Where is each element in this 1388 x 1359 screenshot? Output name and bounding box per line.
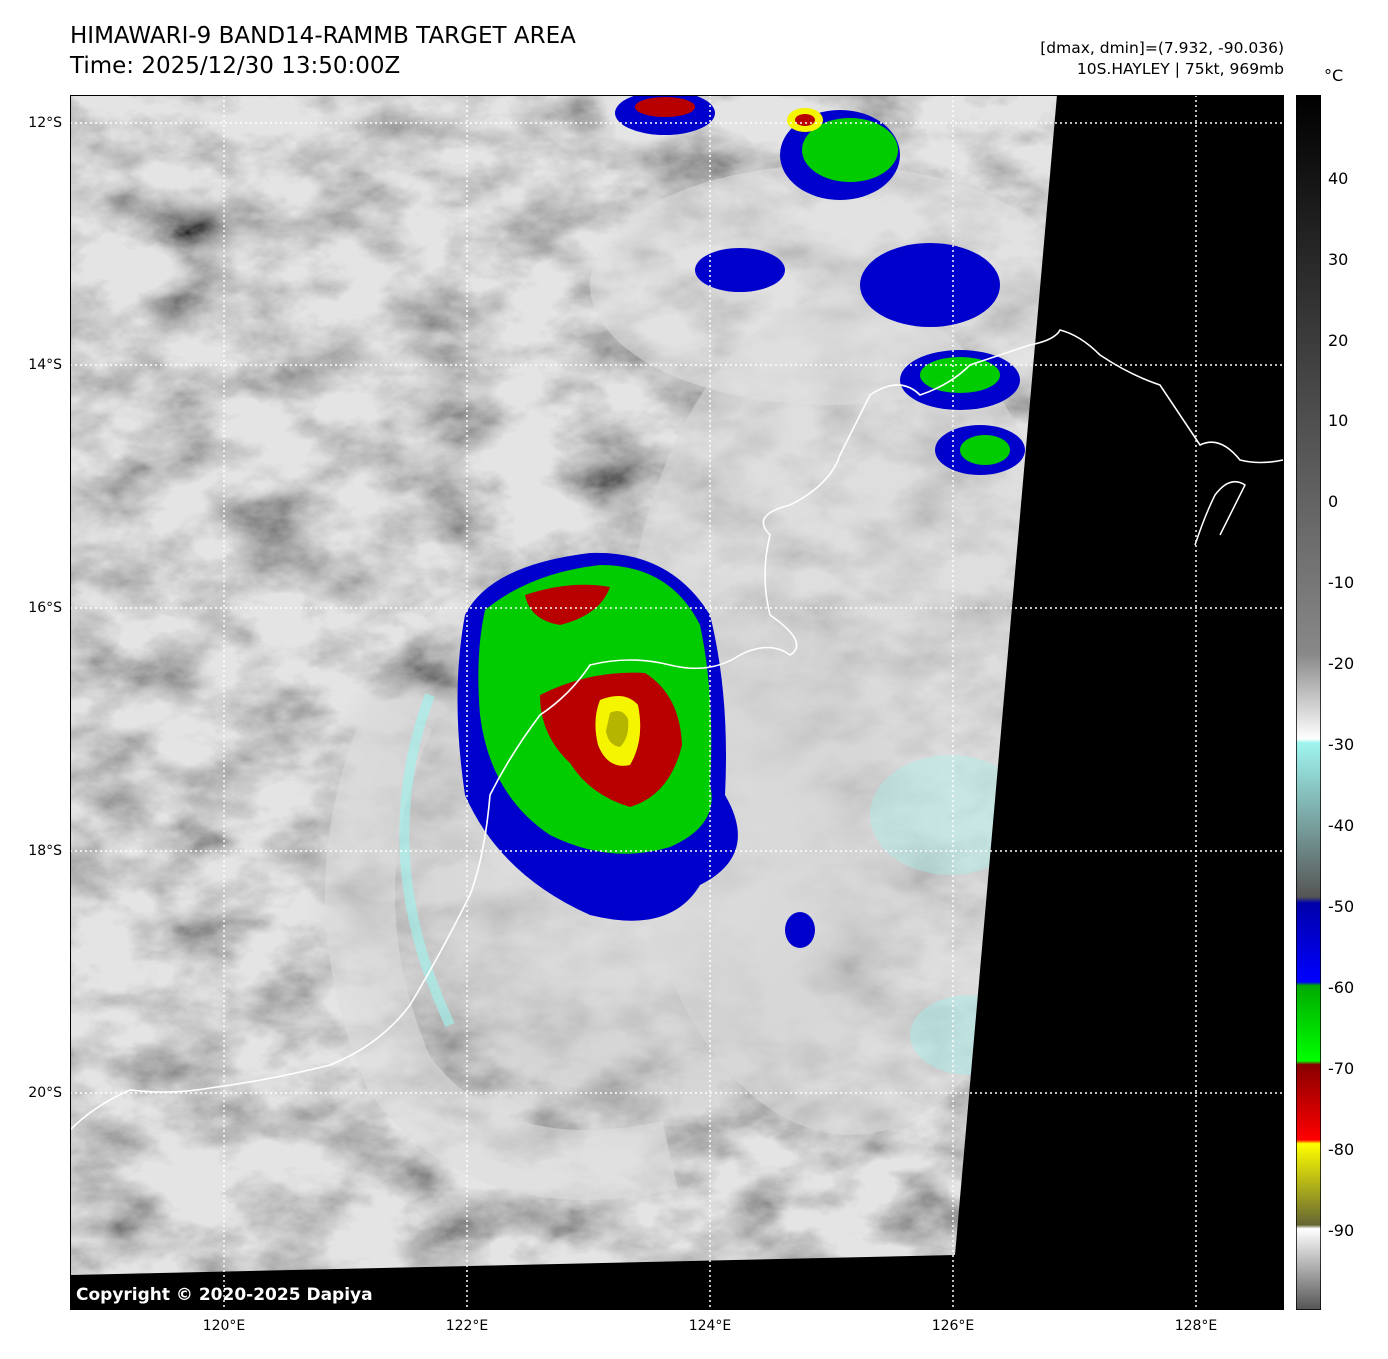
colorbar-tick-40: 40	[1328, 169, 1349, 188]
colorbar-tick-10: 10	[1328, 411, 1349, 430]
colorbar-tick-m40: -40	[1328, 816, 1355, 835]
lat-label-20s: 20°S	[28, 1085, 62, 1101]
colorbar-tick-0: 0	[1328, 492, 1339, 511]
colorbar-unit: °C	[1324, 66, 1344, 85]
lat-label-16s: 16°S	[28, 600, 62, 616]
colorbar-tick-m50: -50	[1328, 897, 1355, 916]
colorbar-tick-20: 20	[1328, 331, 1349, 350]
copyright-text: Copyright © 2020-2025 Dapiya	[76, 1285, 373, 1305]
colorbar	[1296, 95, 1321, 1310]
colorbar-tick-m80: -80	[1328, 1140, 1355, 1159]
storm-info: 10S.HAYLEY | 75kt, 969mb	[1076, 60, 1284, 78]
colorbar-tick-m10: -10	[1328, 573, 1355, 592]
colorbar-tick-m30: -30	[1328, 735, 1355, 754]
colorbar-tick-m90: -90	[1328, 1221, 1355, 1240]
no-data-region	[70, 95, 1284, 1310]
coastline-gulf	[1194, 480, 1246, 546]
colorbar-tick-m20: -20	[1328, 654, 1355, 673]
satellite-map: Copyright © 2020-2025 Dapiya	[70, 95, 1284, 1310]
lon-label-120e: 120°E	[202, 1318, 246, 1334]
storm-core	[457, 552, 738, 921]
northern-convection	[615, 95, 1025, 948]
colorbar-tick-m70: -70	[1328, 1059, 1355, 1078]
map-timestamp: Time: 2025/12/30 13:50:00Z	[70, 53, 401, 79]
colorbar-tick-30: 30	[1328, 250, 1349, 269]
lon-label-128e: 128°E	[1174, 1318, 1218, 1334]
lon-label-126e: 126°E	[931, 1318, 975, 1334]
lat-label-12s: 12°S	[28, 115, 62, 131]
coastline	[70, 329, 1284, 1131]
map-title: HIMAWARI-9 BAND14-RAMMB TARGET AREA	[70, 23, 576, 49]
lon-label-124e: 124°E	[688, 1318, 732, 1334]
lat-label-14s: 14°S	[28, 357, 62, 373]
lon-label-122e: 122°E	[445, 1318, 489, 1334]
colorbar-tick-m60: -60	[1328, 978, 1355, 997]
lat-label-18s: 18°S	[28, 843, 62, 859]
graticule	[70, 95, 1284, 1310]
data-range: [dmax, dmin]=(7.932, -90.036)	[1040, 39, 1284, 57]
